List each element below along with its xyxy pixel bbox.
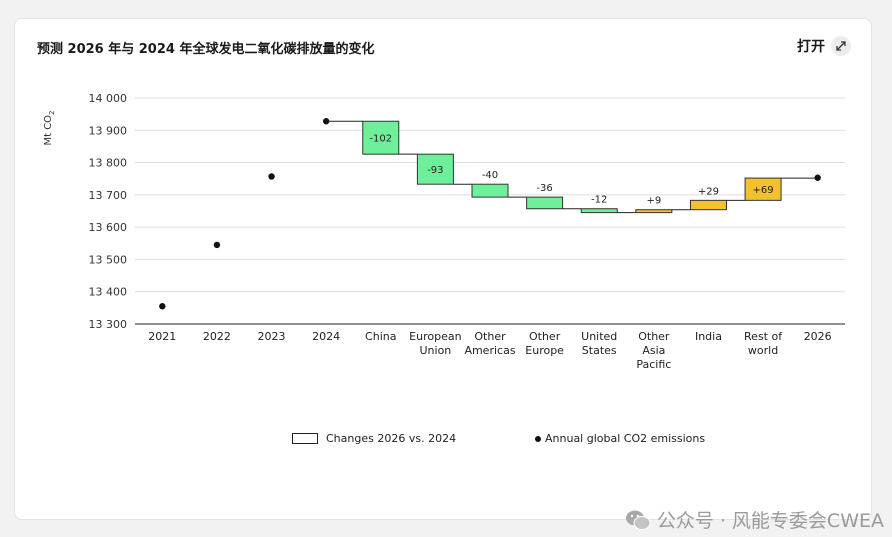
change-label: -102	[369, 134, 392, 145]
x-tick-label: European	[409, 330, 461, 343]
y-tick-label: 14 000	[89, 92, 128, 105]
x-tick-label: Union	[419, 344, 451, 357]
x-tick-label: 2022	[203, 330, 231, 343]
x-tick-label: India	[695, 330, 722, 343]
legend-emissions-label: Annual global CO2 emissions	[545, 432, 706, 445]
y-tick-label: 13 400	[89, 286, 128, 299]
legend-changes-swatch	[292, 433, 318, 444]
change-bar	[744, 177, 782, 201]
x-tick-label: Rest of	[744, 330, 783, 343]
open-button[interactable]: 打开	[797, 36, 851, 56]
chart-card: 预测 2026 年与 2024 年全球发电二氧化碳排放量的变化 打开 13 30…	[14, 18, 872, 520]
change-label: -93	[427, 165, 443, 176]
y-axis-label: Mt CO2	[43, 110, 56, 145]
legend-emissions: Annual global CO2 emissions	[535, 432, 705, 445]
x-tick-label: Other	[638, 330, 670, 343]
x-tick-label: 2021	[148, 330, 176, 343]
emission-point	[814, 174, 821, 181]
change-bar	[580, 208, 618, 214]
x-tick-label: Asia	[642, 344, 665, 357]
change-label: -40	[482, 170, 498, 181]
x-tick-label: Americas	[464, 344, 515, 357]
x-tick-label: United	[581, 330, 617, 343]
legend-emissions-dot	[535, 435, 541, 442]
legend-changes: Changes 2026 vs. 2024	[292, 432, 456, 445]
change-label: +29	[698, 186, 719, 197]
change-bar	[471, 183, 509, 198]
watermark-text: 公众号 · 风能专委会CWEA	[656, 510, 884, 532]
watermark: 公众号 · 风能专委会CWEA	[625, 506, 884, 533]
change-bar	[635, 209, 673, 214]
x-tick-label: Europe	[525, 344, 564, 357]
x-tick-label: Pacific	[636, 358, 671, 371]
emission-point	[322, 118, 330, 125]
legend: Changes 2026 vs. 2024 Annual global CO2 …	[15, 432, 871, 452]
waterfall-chart: 13 300 13 400 13 500 13 600 13 700 13 800 13 9…	[43, 92, 845, 371]
x-tick-label: 2024	[312, 330, 340, 343]
wechat-icon	[625, 510, 651, 530]
change-bar	[362, 120, 400, 155]
emission-point	[213, 241, 221, 249]
y-tick-label: 13 500	[89, 253, 128, 266]
x-tick-label: China	[365, 330, 396, 343]
y-axis-label-subscript: 2	[48, 110, 56, 114]
change-label: -36	[536, 183, 552, 194]
legend-changes-label: Changes 2026 vs. 2024	[326, 432, 457, 445]
change-bar	[689, 199, 727, 211]
y-tick-label: 13 800	[89, 157, 128, 170]
x-tick-label: States	[582, 344, 617, 357]
open-label: 打开	[797, 39, 825, 55]
x-tick-label: 2023	[258, 330, 286, 343]
expand-icon[interactable]	[831, 36, 851, 56]
x-tick-label: Other	[474, 330, 506, 343]
change-label: -12	[591, 195, 607, 206]
x-tick-label: world	[748, 344, 778, 357]
change-bar	[416, 153, 454, 185]
chart-title: 预测 2026 年与 2024 年全球发电二氧化碳排放量的变化	[37, 42, 375, 57]
y-tick-label: 13 600	[89, 221, 128, 234]
emission-point	[268, 173, 275, 180]
change-bar	[526, 196, 564, 210]
y-tick-label: 13 900	[89, 124, 128, 137]
x-tick-label: 2026	[804, 330, 832, 343]
change-label: +69	[753, 185, 774, 196]
x-tick-label: Other	[529, 330, 561, 343]
y-tick-label: 13 300	[89, 318, 128, 331]
change-label: +9	[646, 196, 661, 207]
emission-point	[159, 303, 166, 310]
y-tick-label: 13 700	[89, 189, 128, 202]
